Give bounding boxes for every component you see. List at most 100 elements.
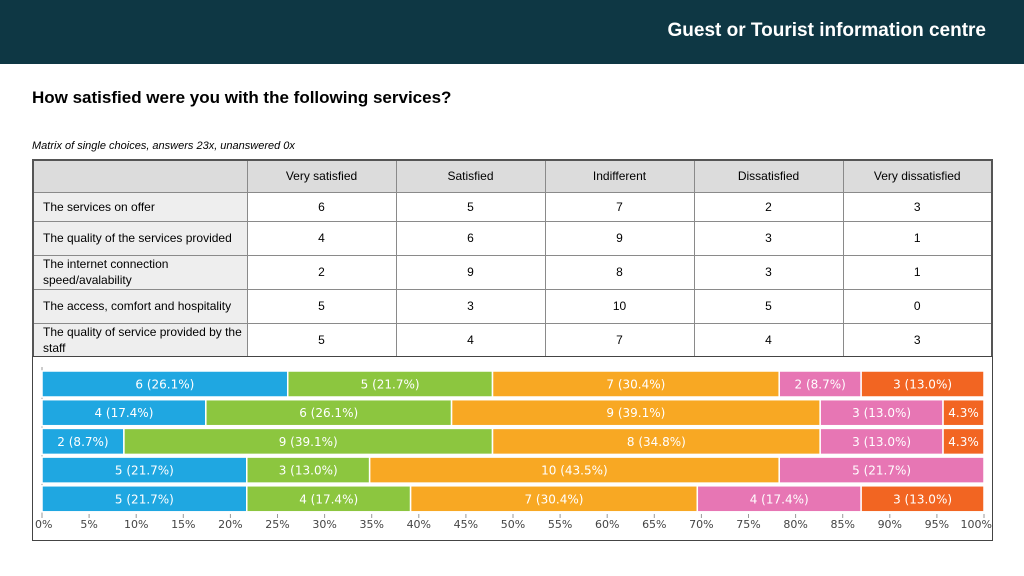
table-row: The internet connection speed/avalabilit…	[32, 254, 993, 290]
question-subtitle: Matrix of single choices, answers 23x, u…	[32, 140, 295, 152]
matrix-corner-cell	[32, 159, 248, 193]
bar-data-label: 7 (30.4%)	[606, 378, 665, 392]
bar-data-label: 4.3%	[948, 406, 979, 420]
row-label: The internet connection speed/avalabilit…	[32, 254, 248, 290]
bar-data-label: 6 (26.1%)	[299, 406, 358, 420]
x-tick-label: 0%	[35, 518, 52, 531]
x-tick-label: 25%	[265, 518, 289, 531]
row-label: The services on offer	[32, 191, 248, 222]
x-tick-label: 70%	[689, 518, 713, 531]
table-row: The quality of service provided by the s…	[32, 322, 993, 358]
bar-segment	[942, 398, 985, 427]
x-tick-label: 35%	[359, 518, 383, 531]
table-cell: 1	[842, 220, 993, 256]
table-cell: 0	[842, 288, 993, 324]
table-cell: 4	[246, 220, 397, 256]
row-label: The quality of the services provided	[32, 220, 248, 256]
table-cell: 5	[395, 191, 546, 222]
bar-segment	[696, 485, 862, 513]
x-tick-label: 55%	[548, 518, 572, 531]
table-cell: 6	[246, 191, 397, 222]
bar-data-label: 3 (13.0%)	[893, 492, 952, 506]
column-header: Satisfied	[395, 159, 546, 193]
x-tick-label: 65%	[642, 518, 666, 531]
table-cell: 3	[693, 254, 844, 290]
table-cell: 5	[693, 288, 844, 324]
bar-segment	[491, 427, 821, 456]
bar-data-label: 4 (17.4%)	[94, 406, 153, 420]
chart-frame: 6 (26.1%) 5 (21.7%) 7 (30.4%) 2 (8.7%) 3 (13…	[32, 356, 993, 541]
bar-segment	[246, 456, 371, 484]
table-row: The services on offer 6 5 7 2 3	[32, 191, 993, 222]
table-cell: 7	[544, 191, 695, 222]
bar-data-label: 5 (21.7%)	[115, 464, 174, 478]
bar-data-label: 5 (21.7%)	[115, 492, 174, 506]
x-tick-label: 50%	[501, 518, 525, 531]
table-cell: 4	[395, 322, 546, 358]
bar-data-label: 3 (13.0%)	[279, 464, 338, 478]
matrix-header-row: Very satisfied Satisfied Indifferent Dis…	[32, 159, 993, 193]
table-cell: 8	[544, 254, 695, 290]
bar-segment	[819, 398, 944, 427]
bar-data-label: 4.3%	[948, 435, 979, 449]
bar-data-label: 4 (17.4%)	[299, 492, 358, 506]
bar-data-label: 6 (26.1%)	[135, 378, 194, 392]
x-tick-label: 40%	[407, 518, 431, 531]
table-cell: 5	[246, 288, 397, 324]
bar-segment	[41, 427, 125, 456]
bar-data-label: 2 (8.7%)	[57, 435, 108, 449]
stacked-bar-chart: 6 (26.1%) 5 (21.7%) 7 (30.4%) 2 (8.7%) 3 (13…	[35, 367, 992, 531]
bar-segment	[246, 485, 412, 513]
x-tick-label: 5%	[80, 518, 97, 531]
table-cell: 3	[842, 322, 993, 358]
x-tick-label: 90%	[878, 518, 902, 531]
x-tick-label: 20%	[218, 518, 242, 531]
table-cell: 3	[693, 220, 844, 256]
table-cell: 2	[246, 254, 397, 290]
x-tick-label: 30%	[312, 518, 336, 531]
results-matrix: Very satisfied Satisfied Indifferent Dis…	[32, 159, 993, 358]
bar-data-label: 9 (39.1%)	[606, 406, 665, 420]
bar-data-label: 3 (13.0%)	[893, 378, 952, 392]
bar-data-label: 3 (13.0%)	[852, 406, 911, 420]
bar-data-label: 9 (39.1%)	[279, 435, 338, 449]
bar-data-label: 2 (8.7%)	[795, 378, 846, 392]
x-tick-label: 60%	[595, 518, 619, 531]
x-tick-label: 80%	[783, 518, 807, 531]
bar-segment	[41, 456, 248, 484]
question-title: How satisfied were you with the followin…	[32, 88, 452, 107]
bar-data-label: 7 (30.4%)	[524, 492, 583, 506]
x-tick-label: 15%	[171, 518, 195, 531]
x-tick-label: 75%	[736, 518, 760, 531]
table-cell: 6	[395, 220, 546, 256]
x-tick-label: 100%	[961, 518, 992, 531]
table-cell: 9	[395, 254, 546, 290]
bar-data-label: 5 (21.7%)	[852, 464, 911, 478]
row-label: The quality of service provided by the s…	[32, 322, 248, 358]
header-title: Guest or Tourist information centre	[667, 20, 986, 41]
bar-segment	[286, 370, 494, 398]
table-cell: 4	[693, 322, 844, 358]
table-cell: 9	[544, 220, 695, 256]
table-row: The access, comfort and hospitality 5 3 …	[32, 288, 993, 324]
bar-segment	[368, 456, 780, 484]
bar-segment	[491, 370, 780, 398]
bar-segment	[860, 370, 985, 398]
bar-segment	[860, 485, 985, 513]
table-cell: 7	[544, 322, 695, 358]
table-cell: 2	[693, 191, 844, 222]
column-header: Very satisfied	[246, 159, 397, 193]
column-header: Very dissatisfied	[842, 159, 993, 193]
x-tick-label: 85%	[830, 518, 854, 531]
header-bar: Guest or Tourist information centre	[0, 0, 1024, 64]
table-cell: 10	[544, 288, 695, 324]
column-header: Indifferent	[544, 159, 695, 193]
x-tick-label: 10%	[124, 518, 148, 531]
table-cell: 3	[842, 191, 993, 222]
x-tick-label: 95%	[925, 518, 949, 531]
table-row: The quality of the services provided 4 6…	[32, 220, 993, 256]
x-tick-label: 45%	[454, 518, 478, 531]
bar-data-label: 4 (17.4%)	[750, 492, 809, 506]
table-cell: 5	[246, 322, 397, 358]
bar-data-label: 10 (43.5%)	[541, 464, 608, 478]
